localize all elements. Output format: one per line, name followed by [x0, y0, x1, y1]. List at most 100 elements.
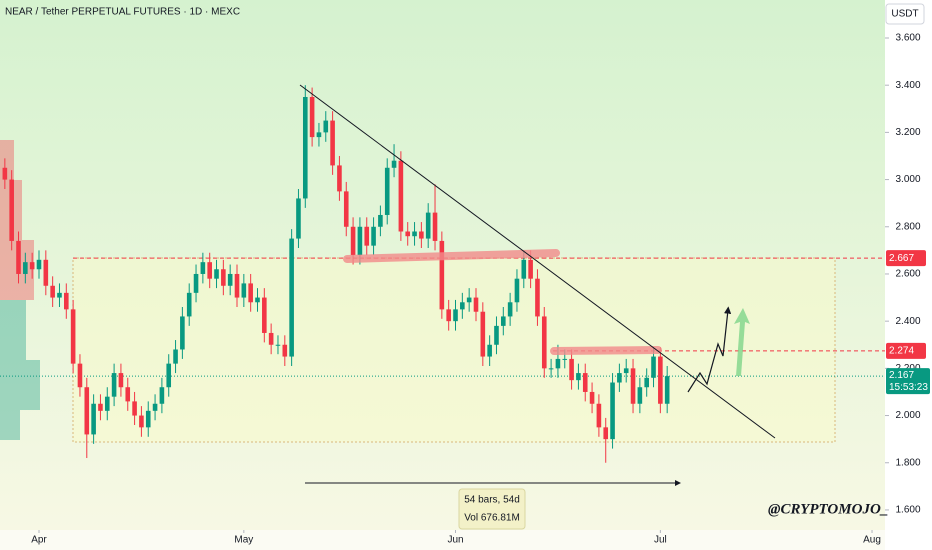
candle-body [528, 259, 533, 279]
candle-body [405, 231, 411, 237]
candle-body [582, 373, 588, 392]
candle-body [487, 344, 492, 357]
candle-body [514, 278, 520, 303]
candle-body [234, 273, 240, 298]
up-arrow [734, 308, 750, 376]
candle-body [145, 410, 151, 428]
candle-body [330, 120, 335, 166]
candle-body [460, 302, 465, 310]
candle-body [419, 231, 424, 239]
candle-body [425, 212, 431, 239]
y-tick-label: 1.800 [895, 457, 920, 468]
candle-body [630, 368, 636, 404]
projection-path [687, 306, 732, 393]
candle-body [548, 368, 554, 370]
profile-bar [0, 360, 40, 410]
y-tick-label: 3.000 [895, 174, 920, 185]
y-tick-label: 3.200 [895, 127, 920, 138]
x-axis-strip [0, 530, 885, 550]
candle-body [193, 273, 199, 293]
candle-body [391, 160, 397, 168]
candle-body [541, 316, 547, 369]
candle-body [569, 358, 574, 381]
resistance-highlight [343, 249, 560, 263]
axis-unit: USDT [891, 9, 918, 20]
countdown: 15:53:23 [889, 382, 928, 393]
candle-body [111, 373, 117, 397]
candle-body [603, 427, 609, 440]
candle-body [70, 309, 76, 364]
candle-body [2, 167, 8, 180]
candle-body [9, 179, 14, 241]
candle-body [152, 403, 158, 411]
candle-body [637, 387, 643, 404]
candle-body [262, 297, 267, 333]
candle-body [207, 262, 212, 279]
candle-body [398, 160, 404, 232]
candle-body [91, 403, 96, 435]
candle-body [29, 262, 35, 270]
unit-box [885, 3, 925, 25]
candle-body [241, 283, 247, 298]
y-axis-strip [885, 0, 932, 550]
candle-body [480, 311, 486, 357]
candle-body [617, 373, 622, 383]
candle-body [562, 358, 568, 360]
y-tick-label: 2.000 [895, 410, 920, 421]
candle-body [439, 240, 445, 310]
x-tick-label: Jul [654, 535, 667, 546]
candle-body [309, 96, 315, 138]
watermark: @CRYPTOMOJO_ [768, 501, 888, 517]
candle-body [664, 376, 670, 404]
volume-profile [0, 140, 40, 440]
candle-body [507, 302, 513, 317]
candle-body [350, 226, 356, 256]
candle-body [98, 403, 103, 411]
measure-box [458, 488, 526, 530]
chart-title: NEAR / Tether PERPETUAL FUTURES · 1D · M… [5, 7, 240, 18]
level-tag-label: 2.274 [889, 346, 914, 357]
y-tick-label: 2.800 [895, 221, 920, 232]
candle-body [501, 316, 506, 326]
candle-body [473, 297, 479, 312]
candle-body [623, 368, 629, 374]
last-price-tag [886, 368, 930, 395]
candle-body [77, 363, 83, 388]
candle-body [337, 165, 342, 192]
candle-body [576, 373, 581, 381]
candle-body [36, 259, 42, 270]
candle-body [323, 120, 329, 133]
candle-body [166, 363, 172, 388]
candle-body [453, 309, 458, 322]
profile-bar [0, 410, 20, 440]
candle-body [16, 240, 21, 274]
candle-body [651, 356, 656, 378]
candle-body [50, 285, 55, 298]
profile-bar [0, 300, 26, 360]
candle-body [64, 292, 69, 310]
candle-body [23, 262, 28, 274]
level-tag [886, 250, 926, 267]
candle-body [384, 167, 390, 215]
candle-body [446, 309, 451, 322]
candle-body [227, 273, 233, 286]
candle-body [186, 292, 192, 317]
y-tick-label: 1.600 [895, 505, 920, 516]
measure-bars: 54 bars, 54d [464, 495, 520, 506]
candle-body [555, 358, 561, 369]
candle-body [221, 269, 226, 286]
candle-body [57, 292, 62, 298]
x-tick-label: Apr [31, 535, 47, 546]
candle-body [589, 391, 595, 404]
candle-body [302, 96, 308, 199]
range-box [72, 257, 836, 443]
x-tick-label: Aug [863, 535, 881, 546]
candle-body [412, 231, 417, 237]
y-tick-label: 2.400 [895, 316, 920, 327]
candle-body [378, 214, 383, 227]
candle-body [125, 387, 131, 402]
resistance-highlight [550, 346, 662, 355]
candle-body [494, 325, 499, 345]
y-tick-label: 2.600 [895, 269, 920, 280]
